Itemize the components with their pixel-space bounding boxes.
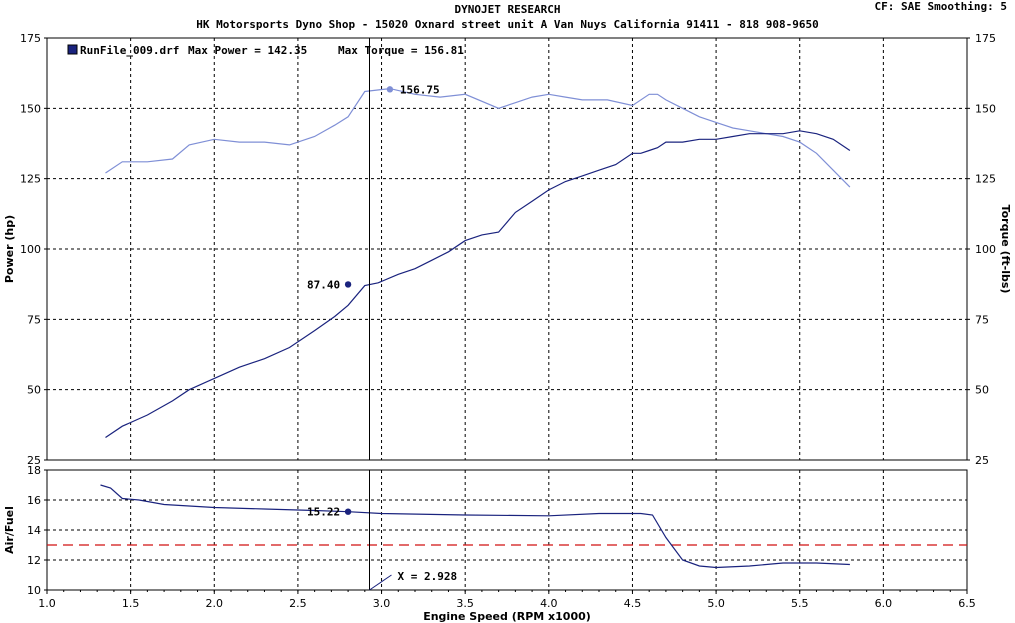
x-tick-label: 4.0	[540, 597, 558, 610]
power-y-tick-label: 50	[27, 384, 41, 397]
power-marker	[344, 281, 352, 288]
afr-plot-frame	[46, 469, 968, 591]
legend-file-label: RunFile_009.drf	[80, 44, 179, 57]
power-y-tick-label: 150	[20, 102, 41, 115]
air-fuel-plot: 10 12 14 16 18 Air/Fuel 15.22 X = 2.928	[3, 464, 968, 597]
torque-series-line	[105, 87, 851, 188]
settings-readout: CF: SAE Smoothing: 5	[875, 0, 1007, 13]
power-axis-label: Power (hp)	[3, 215, 16, 283]
afr-y-tick-label: 16	[27, 494, 41, 507]
legend-max-power: Max Power = 142.35	[188, 44, 307, 57]
x-axis: 1.0 1.5 2.0 2.5 3.0 3.5 4.0 4.5 5.0 5.5 6.0 6.5 Engi…	[38, 590, 976, 623]
power-plot-frame	[46, 37, 968, 461]
x-tick-label: 3.5	[456, 597, 474, 610]
torque-marker	[386, 86, 394, 93]
power-torque-plot: 25 25 50 50 75 75 100 100 125 125 150 150 175 175 Powe…	[3, 32, 1012, 467]
afr-annotation-label: 15.22	[307, 506, 340, 519]
x-tick-label: 5.5	[791, 597, 809, 610]
x-tick-label: 2.5	[289, 597, 307, 610]
torque-y-tick-label: 100	[975, 243, 996, 256]
chart-subtitle: HK Motorsports Dyno Shop - 15020 Oxnard …	[196, 18, 819, 31]
afr-y-tick-label: 12	[27, 554, 41, 567]
power-y-tick-label: 100	[20, 243, 41, 256]
x-axis-label: Engine Speed (RPM x1000)	[423, 610, 591, 623]
x-tick-label: 1.0	[38, 597, 56, 610]
afr-axis-label: Air/Fuel	[3, 506, 16, 554]
power-y-tick-label: 25	[27, 454, 41, 467]
torque-y-tick-label: 125	[975, 173, 996, 186]
x-tick-label: 1.5	[122, 597, 140, 610]
x-tick-label: 2.0	[206, 597, 224, 610]
smoothing-label: Smoothing: 5	[927, 0, 1007, 13]
power-series-line	[105, 130, 851, 438]
torque-annotation-label: 156.75	[400, 83, 440, 96]
afr-y-tick-label: 14	[27, 524, 41, 537]
afr-y-tick-label: 10	[27, 584, 41, 597]
x-tick-label: 6.5	[958, 597, 976, 610]
cursor-readout-label: X = 2.928	[398, 570, 458, 583]
torque-y-tick-label: 50	[975, 384, 989, 397]
torque-y-tick-label: 150	[975, 102, 996, 115]
x-tick-label: 4.5	[624, 597, 642, 610]
afr-marker	[344, 508, 352, 515]
torque-y-tick-label: 175	[975, 32, 996, 45]
x-tick-label: 5.0	[707, 597, 725, 610]
power-annotation-label: 87.40	[307, 278, 340, 291]
torque-axis-label: Torque (ft-lbs)	[999, 205, 1012, 294]
power-y-tick-label: 75	[27, 313, 41, 326]
afr-y-tick-label: 18	[27, 464, 41, 477]
power-y-tick-label: 175	[20, 32, 41, 45]
cf-label: CF: SAE	[874, 0, 921, 13]
legend-max-torque: Max Torque = 156.81	[338, 44, 464, 57]
x-tick-label: 3.0	[373, 597, 391, 610]
torque-y-tick-label: 75	[975, 313, 989, 326]
afr-series-line	[100, 484, 850, 569]
chart-title: DYNOJET RESEARCH	[454, 3, 561, 16]
power-y-tick-label: 125	[20, 173, 41, 186]
legend: RunFile_009.drf Max Power = 142.35 Max T…	[67, 44, 464, 57]
legend-swatch-icon	[67, 44, 78, 55]
torque-y-tick-label: 25	[975, 454, 989, 467]
cursor-readout-leader	[369, 574, 392, 591]
x-tick-label: 6.0	[875, 597, 893, 610]
